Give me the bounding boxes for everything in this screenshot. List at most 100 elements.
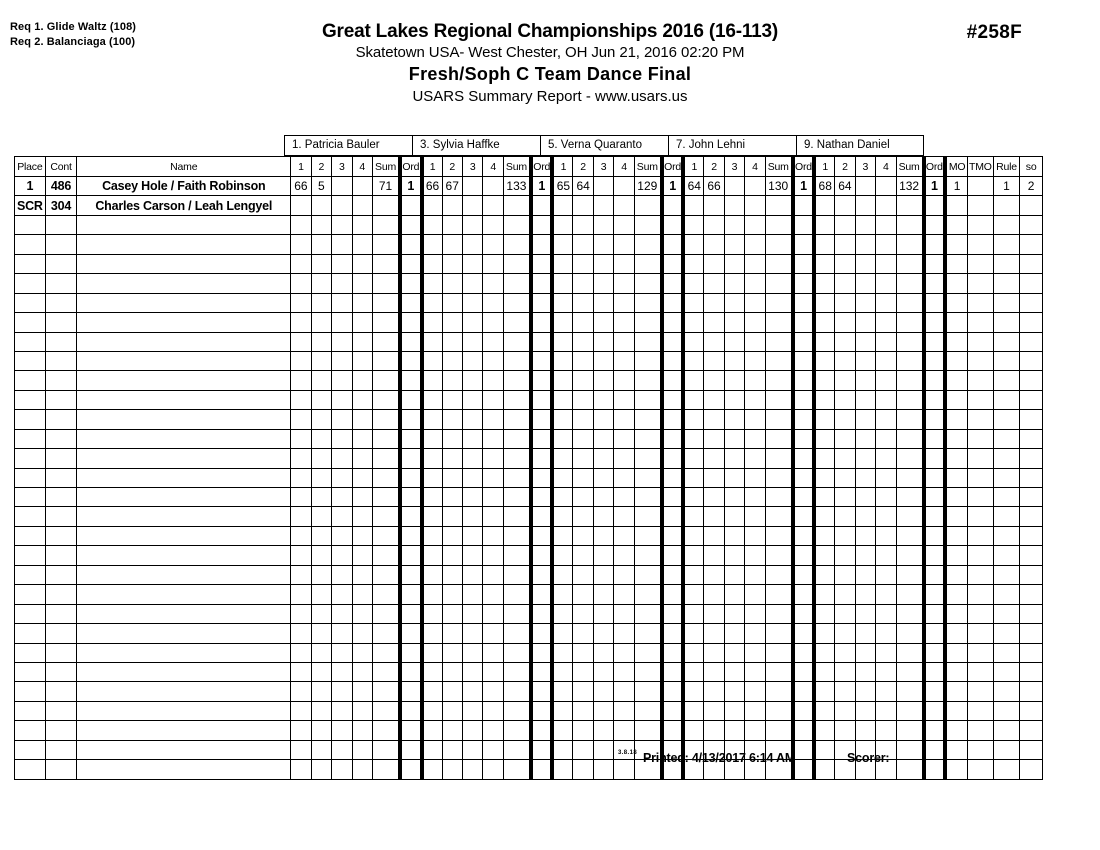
- cell-empty: [290, 331, 312, 352]
- cell-empty: [834, 603, 856, 625]
- cell-empty: [592, 214, 615, 236]
- cell-empty: [967, 331, 994, 352]
- table-row-empty[interactable]: [14, 467, 1043, 489]
- cell-empty: [331, 350, 353, 372]
- table-row-empty[interactable]: [14, 350, 1043, 372]
- table-row-empty[interactable]: [14, 331, 1043, 352]
- table-row-empty[interactable]: [14, 545, 1043, 566]
- cell-empty: [441, 584, 463, 605]
- cell-empty: [461, 467, 484, 489]
- table-row[interactable]: 1 486 Casey Hole / Faith Robinson 66 5 71 1 66…: [14, 175, 1043, 197]
- table-row-empty[interactable]: [14, 370, 1043, 391]
- column-header-judge4-1: 1: [682, 156, 705, 177]
- cell-empty: [351, 525, 373, 547]
- table-row-empty[interactable]: [14, 700, 1043, 722]
- table-row[interactable]: SCR 304 Charles Carson / Leah Lengyel: [14, 195, 1043, 216]
- cell-empty: [659, 545, 686, 566]
- table-row-empty[interactable]: [14, 623, 1043, 644]
- cell-empty: [744, 292, 766, 314]
- cell-empty: [76, 273, 292, 294]
- table-row-empty[interactable]: [14, 564, 1043, 586]
- cell-empty: [834, 545, 856, 566]
- cell-empty: [723, 312, 746, 333]
- cell-empty: [441, 603, 463, 625]
- cell-empty: [398, 506, 424, 527]
- cell-empty: [44, 409, 78, 430]
- table-row-empty[interactable]: [14, 720, 1043, 741]
- cell-empty: [331, 623, 353, 644]
- table-row-empty[interactable]: [14, 292, 1043, 314]
- table-row-empty[interactable]: [14, 739, 1043, 761]
- cell-empty: [76, 350, 292, 372]
- table-row-empty[interactable]: [14, 603, 1043, 625]
- cell-empty: [659, 720, 686, 741]
- table-row-empty[interactable]: [14, 428, 1043, 450]
- table-row-empty[interactable]: [14, 312, 1043, 333]
- cell-name: Charles Carson / Leah Lengyel: [76, 195, 292, 216]
- cell-empty: [441, 700, 463, 722]
- cell-empty: [551, 331, 574, 352]
- cell-empty: [76, 292, 292, 314]
- table-row-empty[interactable]: [14, 661, 1043, 683]
- table-row-empty[interactable]: [14, 253, 1043, 275]
- table-row-empty[interactable]: [14, 759, 1043, 780]
- cell-empty: [290, 467, 312, 489]
- cell-empty: [371, 253, 401, 275]
- cell-empty: [921, 545, 948, 566]
- cell-empty: [813, 681, 836, 702]
- cell-empty: [944, 292, 969, 314]
- table-row-empty[interactable]: [14, 642, 1043, 663]
- table-row-empty[interactable]: [14, 234, 1043, 255]
- table-row-empty[interactable]: [14, 214, 1043, 236]
- cell-empty: [967, 292, 994, 314]
- cell-empty: [703, 525, 725, 547]
- cell-empty: [854, 564, 877, 586]
- cell-empty: [371, 506, 401, 527]
- cell-empty: [682, 603, 705, 625]
- cell-empty: [461, 564, 484, 586]
- cell-empty: [331, 428, 353, 450]
- cell-empty: [14, 486, 46, 508]
- cell-empty: [398, 564, 424, 586]
- cell-empty: [633, 428, 663, 450]
- table-row-empty[interactable]: [14, 506, 1043, 527]
- cell-empty: [441, 448, 463, 469]
- cell-judge2-score1: [421, 195, 443, 216]
- cell-empty: [482, 623, 504, 644]
- cell-empty: [14, 389, 46, 411]
- cell-empty: [592, 389, 615, 411]
- cell-empty: [813, 312, 836, 333]
- cell-empty: [351, 409, 373, 430]
- cell-empty: [875, 273, 897, 294]
- cell-empty: [592, 603, 615, 625]
- cell-empty: [875, 623, 897, 644]
- table-row-empty[interactable]: [14, 273, 1043, 294]
- cell-empty: [613, 700, 635, 722]
- cell-empty: [398, 486, 424, 508]
- cell-empty: [371, 681, 401, 702]
- table-row-empty[interactable]: [14, 525, 1043, 547]
- table-row-empty[interactable]: [14, 681, 1043, 702]
- cell-judge3-score3: [592, 195, 615, 216]
- cell-empty: [592, 564, 615, 586]
- cell-empty: [14, 467, 46, 489]
- cell-empty: [854, 428, 877, 450]
- table-row-empty[interactable]: [14, 448, 1043, 469]
- cell-empty: [461, 720, 484, 741]
- cell-empty: [461, 370, 484, 391]
- cell-empty: [331, 720, 353, 741]
- cell-empty: [1019, 370, 1043, 391]
- cell-empty: [371, 273, 401, 294]
- cell-empty: [502, 720, 532, 741]
- table-row-empty[interactable]: [14, 389, 1043, 411]
- cell-empty: [351, 292, 373, 314]
- cell-empty: [854, 720, 877, 741]
- table-row-empty[interactable]: [14, 584, 1043, 605]
- cell-empty: [528, 603, 555, 625]
- table-row-empty[interactable]: [14, 409, 1043, 430]
- cell-empty: [682, 681, 705, 702]
- cell-empty: [441, 525, 463, 547]
- cell-empty: [854, 506, 877, 527]
- cell-empty: [921, 720, 948, 741]
- table-row-empty[interactable]: [14, 486, 1043, 508]
